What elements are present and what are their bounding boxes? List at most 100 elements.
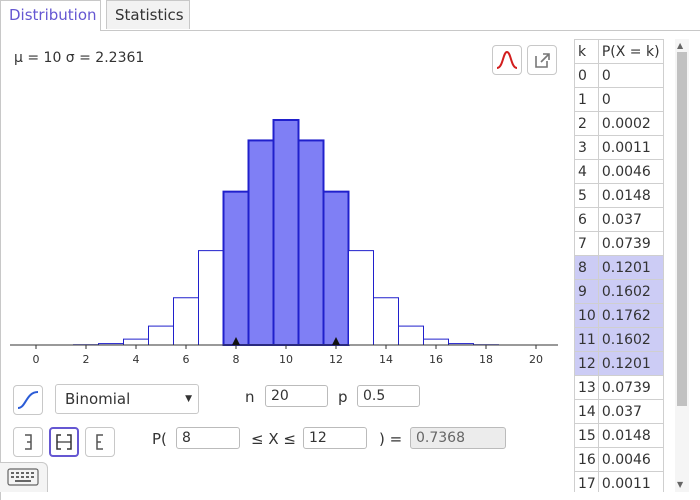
tab-bar: Distribution Statistics <box>0 0 700 31</box>
table-row[interactable]: 13 0.0739 <box>574 375 664 400</box>
histogram-bar <box>373 297 399 346</box>
table-cell-k: 8 <box>574 255 599 280</box>
upper-bound-input[interactable]: 12 <box>303 427 367 449</box>
table-cell-k: 7 <box>574 231 599 256</box>
range-marker-icon[interactable] <box>232 337 240 345</box>
keyboard-button[interactable] <box>0 462 48 492</box>
table-cell-k: 17 <box>574 471 599 492</box>
chevron-down-icon: ▼ <box>185 394 192 404</box>
keyboard-icon <box>7 468 39 486</box>
table-cell-k: 11 <box>574 327 599 352</box>
x-tick-label: 4 <box>133 353 140 366</box>
table-row[interactable]: 3 0.0011 <box>574 135 664 160</box>
histogram-bar <box>272 119 300 346</box>
interval-icon <box>56 434 72 450</box>
cumulative-button[interactable] <box>13 385 43 415</box>
x-tick-label: 12 <box>329 353 343 366</box>
n-label: n <box>245 388 255 406</box>
prob-prefix: P( <box>152 430 167 448</box>
table-row[interactable]: 6 0.037 <box>574 207 664 232</box>
histogram-bar <box>123 338 149 346</box>
interval-button[interactable] <box>49 427 79 457</box>
p-label: p <box>338 388 348 406</box>
histogram-bar <box>398 325 424 346</box>
table-row[interactable]: 11 0.1602 <box>574 327 664 352</box>
table-row[interactable]: 4 0.0046 <box>574 159 664 184</box>
left-sided-button[interactable] <box>13 427 43 457</box>
table-cell-p: 0.1762 <box>597 303 664 328</box>
table-cell-k: 3 <box>574 135 599 160</box>
table-cell-k: 5 <box>574 183 599 208</box>
export-icon <box>535 53 550 68</box>
range-marker-icon[interactable] <box>332 337 340 345</box>
x-tick-label: 6 <box>183 353 190 366</box>
n-input[interactable]: 20 <box>265 385 328 407</box>
table-cell-p: 0.0739 <box>597 375 664 400</box>
distribution-panel <box>0 30 700 500</box>
tab-distribution[interactable]: Distribution <box>0 0 101 31</box>
histogram-bar <box>297 139 325 346</box>
table-cell-k: 14 <box>574 399 599 424</box>
lower-bound-input[interactable]: 8 <box>176 427 240 449</box>
cumulative-icon <box>17 391 39 409</box>
table-cell-k: 6 <box>574 207 599 232</box>
table-row[interactable]: 9 0.1602 <box>574 279 664 304</box>
x-tick-label: 8 <box>233 353 240 366</box>
histogram-bar <box>222 190 250 346</box>
table-cell-k: 13 <box>574 375 599 400</box>
table-cell-p: 0.1602 <box>597 279 664 304</box>
histogram-bar <box>173 297 199 346</box>
scroll-up-icon[interactable]: ▲ <box>677 41 684 50</box>
p-input[interactable]: 0.5 <box>357 385 420 407</box>
table-row[interactable]: 8 0.1201 <box>574 255 664 280</box>
histogram-bar <box>247 139 275 346</box>
prob-middle: ≤ X ≤ <box>251 430 296 448</box>
table-cell-p: 0 <box>597 87 664 112</box>
x-tick-label: 14 <box>379 353 393 366</box>
tab-statistics[interactable]: Statistics <box>106 0 190 29</box>
normal-curve-icon <box>496 50 518 69</box>
left-sided-icon <box>25 434 32 450</box>
distribution-select[interactable]: Binomial ▼ <box>55 384 199 414</box>
table-cell-p: 0.0148 <box>597 183 664 208</box>
table-cell-k: 12 <box>574 351 599 376</box>
table-row[interactable]: 16 0.0046 <box>574 447 664 472</box>
table-row[interactable]: 14 0.037 <box>574 399 664 424</box>
table-cell-k: 9 <box>574 279 599 304</box>
table-row[interactable]: 7 0.0739 <box>574 231 664 256</box>
x-tick-label: 0 <box>33 353 40 366</box>
table-cell-p: 0.037 <box>597 207 664 232</box>
table-cell-p: 0.0011 <box>597 135 664 160</box>
distribution-selected: Binomial <box>65 390 131 408</box>
x-tick-label: 16 <box>429 353 443 366</box>
normal-curve-button[interactable] <box>492 45 522 75</box>
x-tick-label: 10 <box>279 353 293 366</box>
table-scroll-thumb[interactable] <box>677 52 687 406</box>
table-cell-k: 2 <box>574 111 599 136</box>
table-row[interactable]: 17 0.0011 <box>574 471 664 492</box>
table-cell-p: 0.1201 <box>597 255 664 280</box>
export-button[interactable] <box>527 45 557 75</box>
table-cell-p: 0.0148 <box>597 423 664 448</box>
table-row[interactable]: 10 0.1762 <box>574 303 664 328</box>
table-cell-p: 0.037 <box>597 399 664 424</box>
table-row[interactable]: 15 0.0148 <box>574 423 664 448</box>
table-cell-p: 0.0011 <box>597 471 664 492</box>
table-header-k: k <box>574 39 599 64</box>
histogram-bar <box>198 250 224 346</box>
histogram-bar <box>148 325 174 346</box>
x-tick-label: 18 <box>479 353 493 366</box>
table-cell-k: 15 <box>574 423 599 448</box>
right-sided-button[interactable] <box>85 427 115 457</box>
x-tick-label: 2 <box>83 353 90 366</box>
table-cell-p: 0.1602 <box>597 327 664 352</box>
scroll-down-icon[interactable]: ▼ <box>677 480 684 489</box>
table-row[interactable]: 5 0.0148 <box>574 183 664 208</box>
table-row[interactable]: 12 0.1201 <box>574 351 664 376</box>
table-cell-p: 0.0046 <box>597 447 664 472</box>
table-cell-k: 0 <box>574 63 599 88</box>
x-tick-label: 20 <box>529 353 543 366</box>
table-row[interactable]: 2 0.0002 <box>574 111 664 136</box>
